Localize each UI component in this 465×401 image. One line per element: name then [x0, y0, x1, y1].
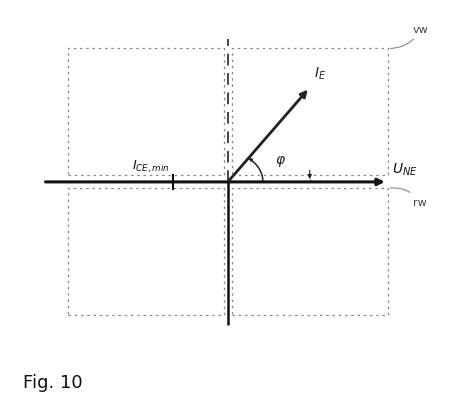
Bar	[232, 189, 388, 316]
Text: rw: rw	[391, 188, 427, 207]
Text: Fig. 10: Fig. 10	[23, 373, 83, 391]
Text: vw: vw	[391, 25, 429, 49]
Text: $\varphi$: $\varphi$	[275, 154, 286, 169]
Text: $I_{CE,min}$: $I_{CE,min}$	[132, 158, 169, 174]
Bar	[232, 49, 388, 176]
Bar	[68, 49, 224, 176]
Text: $I_E$: $I_E$	[313, 65, 326, 82]
Bar	[68, 189, 224, 316]
Text: $U_{NE}$: $U_{NE}$	[392, 161, 417, 178]
